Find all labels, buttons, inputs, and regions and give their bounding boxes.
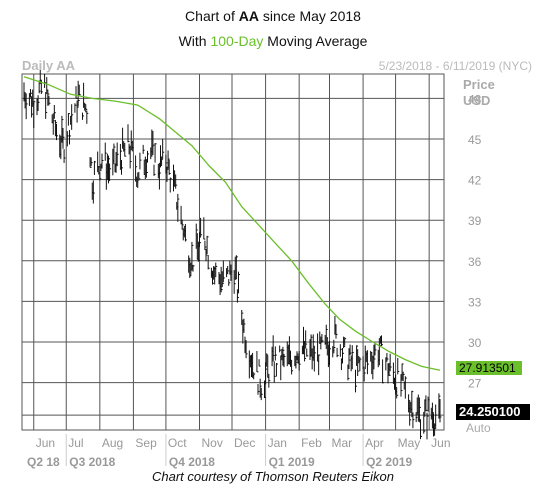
y-tick-label: 30 xyxy=(468,336,482,350)
y-tick-label: 45 xyxy=(468,133,482,147)
axes: 48 45 42 39 36 33 30 27 Jun Jul Aug Sep Oct Nov Dec Jan… xyxy=(27,92,482,469)
chart-header-left: Daily AA xyxy=(22,58,76,73)
moving-average-line xyxy=(23,76,441,371)
x-month-label: Apr xyxy=(365,436,384,450)
y-tick-label: 48 xyxy=(468,92,482,106)
x-quarter-label: Q2 2019 xyxy=(366,455,412,469)
chart-title: Chart of AA since May 2018 xyxy=(185,8,361,24)
x-month-label: Aug xyxy=(102,436,123,450)
x-month-label: Jun xyxy=(431,436,450,450)
price-value-badge: 24.250100 xyxy=(456,404,530,420)
y-tick-label: 39 xyxy=(468,214,482,228)
plot-frame xyxy=(21,73,445,431)
x-quarter-label: Q2 18 xyxy=(27,455,60,469)
chart-subtitle: With 100-Day Moving Average xyxy=(178,33,368,49)
grid xyxy=(21,73,445,431)
currency-label: USD xyxy=(463,93,490,108)
chart-caption: Chart courtesy of Thomson Reuters Eikon xyxy=(151,469,395,484)
ma-last-value: 27.913501 xyxy=(459,361,516,375)
y-tick-label: 33 xyxy=(468,295,482,309)
x-quarter-label: Q4 2018 xyxy=(169,455,215,469)
auto-scale-label[interactable]: Auto xyxy=(466,421,491,435)
x-month-label: Mar xyxy=(332,436,353,450)
x-month-label: May xyxy=(398,436,421,450)
x-month-label: Nov xyxy=(202,436,223,450)
ma-value-badge: 27.913501 xyxy=(456,361,522,375)
chart-header-date-range: 5/23/2018 - 6/11/2019 (NYC) xyxy=(379,59,532,73)
y-tick-label: 42 xyxy=(468,174,482,188)
x-month-label: Feb xyxy=(301,436,322,450)
x-quarter-label: Q3 2018 xyxy=(69,455,115,469)
price-axis-label: Price xyxy=(463,77,495,92)
x-month-label: Dec xyxy=(234,436,255,450)
price-last-value: 24.250100 xyxy=(459,404,520,419)
x-quarter-label: Q1 2019 xyxy=(269,455,315,469)
x-month-label: Oct xyxy=(168,436,187,450)
x-month-label: Jan xyxy=(268,436,287,450)
y-tick-label: 36 xyxy=(468,255,482,269)
x-month-label: Sep xyxy=(135,436,157,450)
y-tick-label: 27 xyxy=(468,377,482,391)
price-bars xyxy=(23,67,442,440)
x-month-label: Jul xyxy=(68,436,83,450)
x-month-label: Jun xyxy=(36,436,55,450)
